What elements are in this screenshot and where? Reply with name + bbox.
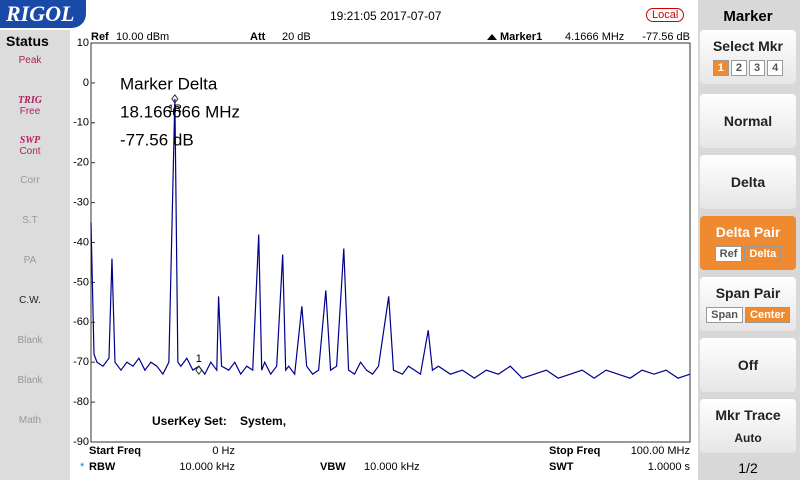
softkey-option[interactable]: 1 [712,60,729,76]
softkey[interactable]: Delta Pair Ref Delta [700,216,796,270]
y-tick-label: -50 [73,276,89,288]
status-label: C.W. [19,295,41,306]
softkey-menu: Marker Select Mkr 1 2 3 4 Normal Delta Delta Pa… [698,0,800,480]
softkey-option[interactable]: 2 [730,60,747,76]
softkey-label: Mkr Trace [715,407,781,423]
y-tick-label: -80 [73,396,89,408]
top-bar-ref-label: Ref [91,31,109,43]
softkey-value: Auto [734,431,762,445]
status-label: Math [18,415,42,426]
marker-delta-text: -77.56 dB [120,130,194,149]
menu-title: Marker [723,8,773,25]
softkey-option[interactable]: Ref [714,246,743,262]
status-item: Blank [6,335,54,346]
softkey-label: Normal [723,113,773,129]
softkey-label: Delta [730,174,766,190]
status-item: Blank [6,375,54,386]
header: RIGOL 19:21:05 2017-07-07 Local [0,0,698,30]
status-label: PA [23,255,37,266]
softkey-option[interactable]: Center [745,307,790,323]
softkey-option[interactable]: 4 [767,60,784,76]
softkey-options: Ref Delta [700,244,796,262]
marker-delta-text: Marker Delta [120,74,218,93]
status-item: Peak [6,55,54,66]
footer-start-label: Start Freq [89,445,141,457]
top-bar-att-value: 20 dB [282,31,311,43]
footer-swt-value: 1.0000 s [648,461,691,473]
softkey[interactable]: Off [700,338,796,392]
softkey-option[interactable]: Span [706,307,744,323]
status-item: TRIG Free [6,95,54,117]
status-label: Corr [20,175,40,186]
softkey-label: Span Pair [715,285,781,301]
status-label: Peak [18,55,42,66]
status-title: Status [6,33,49,49]
status-label: Cont [19,146,41,157]
softkey[interactable]: Normal [700,94,796,148]
footer-swt-label: SWT [549,461,574,473]
status-tag: SWP [19,135,41,146]
footer-stop-value: 100.00 MHz [631,445,690,457]
marker-delta-text: 18.166666 MHz [120,102,240,121]
marker-label: 1R [168,103,182,115]
footer-rbw-value: 10.000 kHz [179,461,235,473]
status-tag: TRIG [18,95,42,106]
status-item: Corr [6,175,54,186]
y-tick-label: -20 [73,157,89,169]
menu-page: 1/2 [738,460,758,476]
trace [90,98,691,379]
y-tick-label: 0 [83,77,89,89]
spectrum: 10 0 -10 -20 -30 -40 -50 -60 -70 -80 -90 1R 1 Marker … [73,31,691,473]
y-tick-label: -90 [73,436,89,448]
softkey-option[interactable]: 3 [749,60,766,76]
userkey-value: System, [240,414,286,428]
top-bar-marker-value: -77.56 dB [642,31,690,43]
marker-arrow [487,34,497,40]
top-bar-marker-freq: 4.1666 MHz [565,31,624,43]
footer-rbw-flag: * [80,461,85,473]
status-label: Free [19,106,41,117]
y-tick-label: -30 [73,197,89,209]
footer-vbw-label: VBW [320,461,346,473]
top-bar-att-label: Att [250,31,266,43]
top-bar-marker-label: Marker1 [500,31,542,43]
y-tick-label: -40 [73,236,89,248]
mode-badge: Local [646,8,685,22]
footer-stop-label: Stop Freq [549,445,600,457]
top-bar-ref-value: 10.00 dBm [116,31,169,43]
userkey-label: UserKey Set: [152,414,227,428]
marker-label: 1 [196,353,202,365]
status-label: Blank [17,375,43,386]
status-item: Math [6,415,54,426]
softkey[interactable]: Mkr Trace Auto [700,399,796,453]
status-item: S.T [6,215,54,226]
softkey-option[interactable]: Delta [744,246,782,262]
softkey-label: Delta Pair [715,224,781,240]
footer-rbw-label: RBW [89,461,116,473]
datetime: 19:21:05 2017-07-07 [330,9,442,23]
softkey[interactable]: Span Pair Span Center [700,277,796,331]
y-tick-label: -60 [73,316,89,328]
status-label: S.T [22,215,38,226]
y-tick-label: -70 [73,356,89,368]
softkey-label: Off [737,357,759,373]
y-tick-label: -10 [73,117,89,129]
status-item: SWP Cont [6,135,54,157]
softkey-label: Select Mkr [712,38,784,54]
logo: RIGOL [0,0,86,28]
marker [195,365,203,376]
status-panel: Status Peak TRIG Free SWP Cont Corr S.T PA C.W. B… [0,30,70,480]
marker [171,94,179,104]
softkey[interactable]: Delta [700,155,796,209]
status-item: C.W. [6,295,54,306]
softkey-options: Span Center [700,305,796,323]
y-tick-label: 10 [77,37,89,49]
status-item: PA [6,255,54,266]
status-label: Blank [17,335,43,346]
softkey[interactable]: Select Mkr 1 2 3 4 [700,30,796,84]
footer-vbw-value: 10.000 kHz [364,461,420,473]
footer-start-value: 0 Hz [212,445,235,457]
